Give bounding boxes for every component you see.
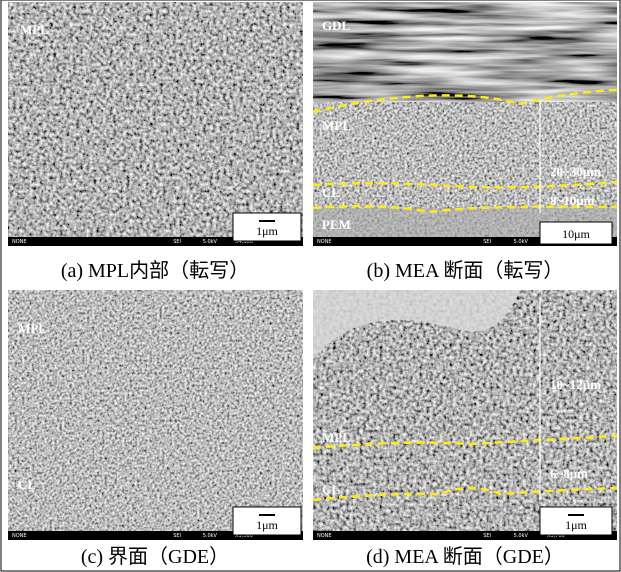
info-text: 5.0kV <box>514 533 529 539</box>
info-text: NONE <box>317 239 332 245</box>
info-text: NONE <box>317 533 332 539</box>
scale-label: 10μm <box>562 227 590 241</box>
gdl-fibers <box>313 2 617 102</box>
sem-image <box>8 2 303 246</box>
scale-label: 1μm <box>256 224 278 238</box>
info-text: SEI <box>483 239 491 245</box>
info-text: SEI <box>483 533 491 539</box>
layer-label: MPL <box>322 118 351 133</box>
scale-label: 1μm <box>256 518 278 532</box>
thickness-label: 6~8μm <box>550 466 588 481</box>
layer-label: GDL <box>322 18 351 33</box>
sem-image <box>8 290 303 540</box>
scale-label: 1μm <box>565 518 587 532</box>
caption: (b) MEA 断面（転写） <box>367 259 564 282</box>
info-text: SEI <box>173 533 181 539</box>
layer-label: PEM <box>322 217 351 232</box>
info-text: 5.0kV <box>203 533 218 539</box>
page: MPLNONESEI5.0kVX4,3001μm(a) MPL内部（転写）GDL… <box>0 0 621 572</box>
figure: MPLNONESEI5.0kVX4,3001μm(a) MPL内部（転写）GDL… <box>0 0 621 572</box>
caption: (c) 界面（GDE） <box>81 545 229 568</box>
caption: (a) MPL内部（転写） <box>61 259 249 282</box>
info-text: 5.0kV <box>514 239 529 245</box>
layer-label: MPL <box>20 22 49 37</box>
layer-label: MPL <box>322 430 351 445</box>
info-text: SEI <box>173 239 181 245</box>
thickness-label: 8~10μm <box>550 193 595 208</box>
info-text: NONE <box>12 533 27 539</box>
layer-label: CL <box>18 477 36 492</box>
info-text: NONE <box>12 239 27 245</box>
layer-label: MPL <box>18 321 47 336</box>
layer-label: CL <box>322 482 340 497</box>
thickness-label: 10~12μm <box>550 377 601 392</box>
layer-label: CL <box>322 185 340 200</box>
thickness-label: 20~30μm <box>550 164 601 179</box>
caption: (d) MEA 断面（GDE） <box>366 545 564 568</box>
info-text: 5.0kV <box>203 239 218 245</box>
